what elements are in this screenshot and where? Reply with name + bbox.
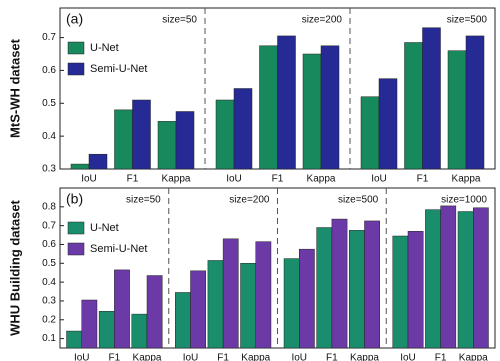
x-tick-label: Kappa — [307, 174, 336, 185]
legend-label: Semi-U-Net — [90, 243, 147, 255]
bar — [378, 78, 398, 170]
group-label: size=50 — [162, 15, 197, 26]
x-tick-label: Kappa — [162, 174, 191, 185]
bar — [66, 330, 83, 349]
y-tick-label: 0.5 — [42, 98, 56, 109]
bar — [316, 227, 333, 349]
x-tick-label: IoU — [400, 353, 416, 361]
x-tick-label: F1 — [127, 174, 139, 185]
x-tick-label: IoU — [291, 353, 307, 361]
bar — [222, 238, 239, 349]
x-tick-label: IoU — [74, 353, 90, 361]
y-tick-label: 0.6 — [42, 65, 56, 76]
y-axis-label: MtS-WH dataset — [7, 38, 22, 138]
y-tick-label: 0.1 — [42, 333, 56, 344]
y-tick-label: 0.6 — [42, 239, 56, 250]
bar — [132, 99, 151, 170]
bar — [157, 121, 177, 170]
bar — [88, 153, 108, 170]
bar — [259, 45, 278, 170]
group-label: size=500 — [338, 195, 379, 206]
bar — [190, 270, 206, 349]
bar — [146, 275, 163, 349]
bar — [360, 96, 380, 170]
legend-swatch — [67, 221, 85, 235]
bar — [114, 109, 133, 170]
bar — [81, 299, 98, 349]
x-tick-label: IoU — [81, 174, 97, 185]
x-tick-label: F1 — [217, 353, 229, 361]
group-label: size=500 — [447, 15, 488, 26]
x-tick-label: Kappa — [459, 353, 488, 361]
group-label: size=200 — [302, 15, 343, 26]
bar — [465, 35, 485, 170]
bar — [207, 260, 224, 349]
x-tick-label: IoU — [371, 174, 387, 185]
y-tick-label: 0.4 — [42, 131, 56, 142]
x-tick-label: Kappa — [133, 353, 162, 361]
group-label: size=1000 — [441, 195, 487, 206]
y-tick-label: 0.3 — [42, 164, 56, 175]
bar — [407, 231, 424, 349]
bar — [240, 263, 256, 349]
y-tick-label: 0.7 — [42, 32, 56, 43]
bar — [70, 163, 90, 170]
x-tick-label: F1 — [326, 353, 338, 361]
legend-label: U-Net — [90, 42, 119, 54]
bar — [320, 45, 340, 170]
x-tick-label: Kappa — [241, 353, 270, 361]
bar — [364, 220, 380, 349]
y-tick-label: 0.7 — [42, 220, 56, 231]
bar — [302, 53, 322, 170]
x-tick-label: IoU — [226, 174, 242, 185]
bar — [98, 311, 115, 349]
y-tick-label: 0.5 — [42, 258, 56, 269]
x-tick-label: F1 — [109, 353, 121, 361]
panel-label: (b) — [66, 191, 83, 207]
bar — [131, 313, 148, 349]
bar — [255, 241, 272, 349]
bar — [175, 292, 191, 349]
panel-label: (a) — [66, 11, 83, 27]
bar — [215, 99, 235, 170]
bar — [299, 248, 315, 349]
group-label: size=200 — [229, 195, 270, 206]
x-tick-label: F1 — [435, 353, 447, 361]
bar — [114, 269, 130, 349]
y-tick-label: 0.2 — [42, 314, 56, 325]
x-tick-label: Kappa — [452, 174, 481, 185]
bar — [473, 207, 489, 349]
y-tick-label: 0.3 — [42, 296, 56, 307]
bar — [283, 258, 300, 349]
bar — [425, 209, 441, 349]
x-tick-label: IoU — [183, 353, 199, 361]
bar — [440, 205, 457, 349]
bar — [233, 88, 253, 170]
bar — [447, 50, 467, 170]
bar — [392, 235, 409, 349]
group-label: size=50 — [126, 195, 161, 206]
bar — [277, 35, 296, 170]
x-tick-label: Kappa — [350, 353, 379, 361]
legend-swatch — [67, 242, 85, 256]
bar — [422, 27, 441, 170]
bar — [457, 211, 474, 349]
bar — [404, 42, 423, 170]
x-tick-label: F1 — [272, 174, 284, 185]
bar — [175, 111, 195, 170]
legend-swatch — [67, 62, 85, 76]
bar — [349, 230, 365, 349]
legend-label: Semi-U-Net — [90, 63, 147, 75]
bar — [331, 218, 348, 349]
legend-label: U-Net — [90, 222, 119, 234]
y-axis-label: WHU Building dataset — [7, 199, 22, 335]
x-tick-label: F1 — [417, 174, 429, 185]
y-tick-label: 0.4 — [42, 277, 56, 288]
y-tick-label: 0.8 — [42, 201, 56, 212]
legend-swatch — [67, 41, 85, 55]
